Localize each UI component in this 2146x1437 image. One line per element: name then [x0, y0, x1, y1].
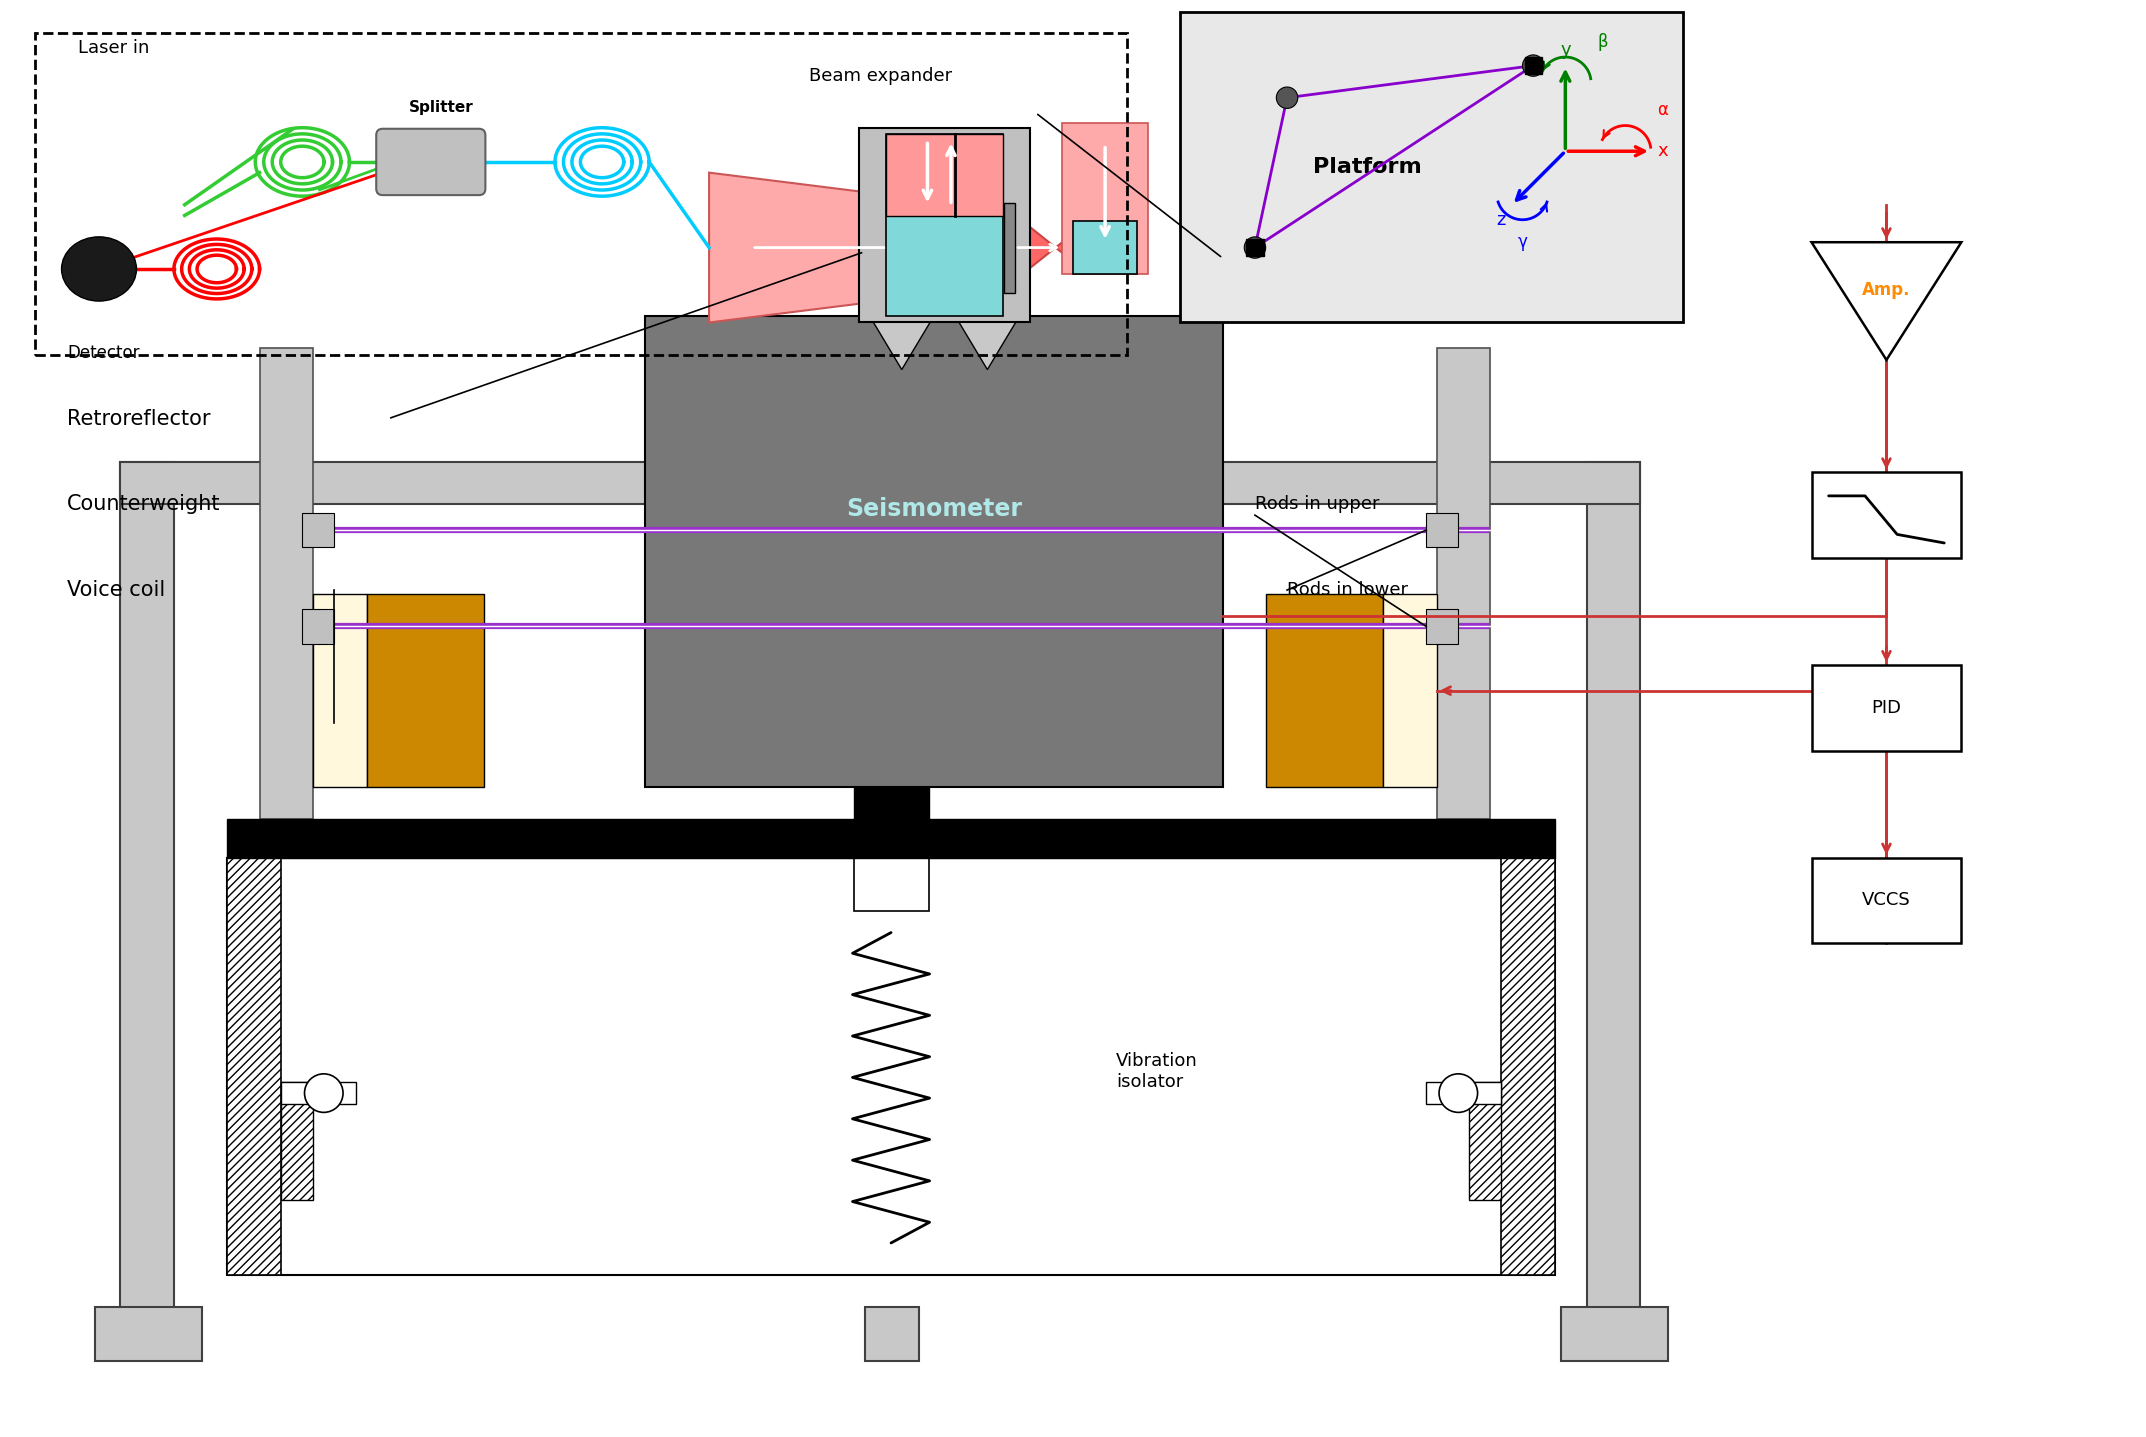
Bar — [858, 128, 1030, 322]
FancyBboxPatch shape — [376, 129, 485, 195]
Bar — [1180, 11, 1682, 322]
Bar — [303, 609, 335, 644]
Bar — [313, 595, 367, 787]
Text: Retroreflector: Retroreflector — [67, 408, 210, 428]
Bar — [1004, 203, 1015, 293]
Bar — [281, 1082, 356, 1104]
Text: y: y — [1560, 42, 1571, 59]
Bar — [1811, 858, 1961, 943]
Text: Laser in: Laser in — [77, 39, 148, 57]
Bar — [1524, 57, 1541, 75]
Polygon shape — [1073, 221, 1137, 274]
Bar — [1586, 461, 1640, 1318]
Bar — [1062, 124, 1148, 274]
Bar — [1560, 1308, 1667, 1361]
Bar — [1384, 595, 1438, 787]
Text: VCCS: VCCS — [1863, 891, 1910, 910]
Bar — [34, 33, 1127, 355]
Polygon shape — [955, 316, 1019, 369]
Bar — [227, 858, 1554, 1275]
Bar — [227, 819, 1554, 858]
Bar — [120, 461, 174, 1318]
Bar — [1427, 513, 1459, 547]
Ellipse shape — [62, 237, 137, 302]
Circle shape — [1522, 55, 1543, 76]
Bar — [367, 595, 485, 787]
Text: Splitter: Splitter — [410, 99, 474, 115]
Text: Vibration
isolator: Vibration isolator — [1116, 1052, 1197, 1091]
Bar — [646, 316, 1223, 787]
Circle shape — [1440, 1073, 1479, 1112]
Bar — [854, 846, 929, 911]
Text: Beam expander: Beam expander — [809, 68, 953, 85]
Polygon shape — [708, 172, 1009, 322]
Text: Seismometer: Seismometer — [846, 497, 1021, 520]
Text: Detector: Detector — [67, 343, 139, 362]
Bar — [1811, 665, 1961, 750]
Bar — [886, 134, 1004, 216]
Bar — [1247, 239, 1264, 256]
Circle shape — [1277, 88, 1298, 108]
Circle shape — [305, 1073, 343, 1112]
Bar — [854, 787, 929, 819]
Bar — [281, 1082, 313, 1200]
Bar — [120, 461, 1640, 504]
Text: z: z — [1496, 211, 1504, 228]
Text: β: β — [1597, 33, 1607, 50]
Polygon shape — [1811, 243, 1961, 359]
Bar — [260, 348, 313, 819]
Bar — [1811, 473, 1961, 558]
Text: Voice coil: Voice coil — [67, 581, 165, 601]
Bar — [865, 1308, 918, 1361]
Text: x: x — [1657, 142, 1667, 161]
Polygon shape — [1009, 210, 1084, 285]
Bar — [886, 134, 1004, 316]
Text: α: α — [1657, 101, 1667, 119]
Text: Rods in lower: Rods in lower — [1288, 581, 1408, 599]
Text: Platform: Platform — [1313, 157, 1421, 177]
Text: PID: PID — [1871, 698, 1901, 717]
Text: Amp.: Amp. — [1863, 282, 1910, 299]
Text: Rods in upper: Rods in upper — [1255, 496, 1380, 513]
Bar — [227, 858, 281, 1275]
Bar — [303, 513, 335, 547]
Circle shape — [1245, 237, 1266, 259]
Bar — [1500, 858, 1554, 1275]
Bar — [1266, 595, 1384, 787]
Bar — [94, 1308, 202, 1361]
Text: γ: γ — [1517, 233, 1528, 250]
Bar — [1427, 1082, 1500, 1104]
Bar — [1427, 609, 1459, 644]
Bar — [1438, 348, 1491, 819]
Text: Counterweight: Counterweight — [67, 494, 221, 514]
Bar — [1470, 1082, 1500, 1200]
Polygon shape — [869, 316, 934, 369]
